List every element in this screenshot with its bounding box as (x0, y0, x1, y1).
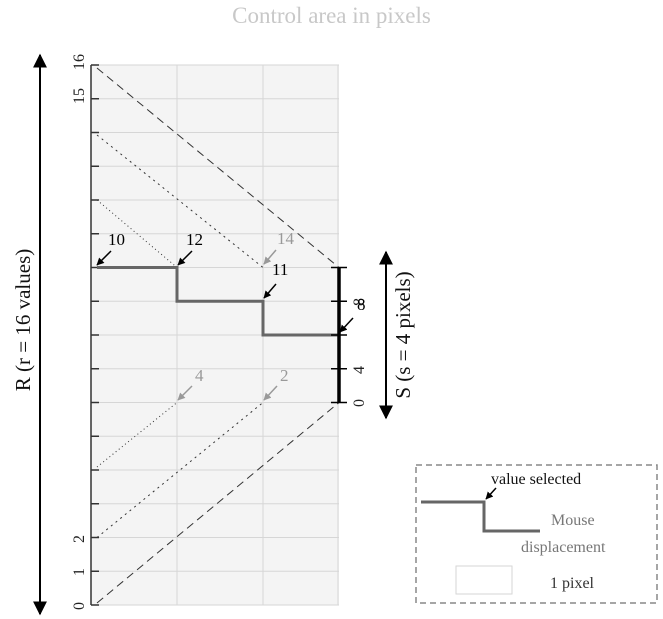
s-tick-label-0: 0 (351, 399, 368, 407)
r-tick-label-1: 1 (71, 568, 88, 576)
legend-mouse-label-line2: displacement (521, 539, 606, 556)
legend-mouse-label-line1: Mouse (551, 512, 595, 529)
r-axis-label: R (r = 16 values) (11, 249, 35, 391)
value-marker-2: 2 (263, 366, 289, 401)
value-marker-11: 11 (263, 260, 288, 299)
value-marker-8: 8 (339, 295, 366, 333)
r-tick-label-0: 0 (71, 602, 88, 610)
s-tick-label-8: 8 (351, 298, 368, 306)
value-marker-14: 14 (263, 229, 295, 265)
svg-text:4: 4 (195, 366, 204, 385)
r-tick-label-2: 2 (71, 535, 88, 543)
legend-mouse-path-sample (421, 500, 540, 533)
svg-text:8: 8 (357, 295, 366, 314)
s-tick-label-4: 4 (351, 366, 368, 374)
svg-text:14: 14 (277, 229, 295, 248)
s-axis-ticks (331, 266, 347, 404)
mouse-displacement-path (97, 266, 339, 337)
svg-text:10: 10 (108, 230, 125, 249)
legend-pixel-sample (455, 565, 513, 595)
legend-pixel-label: 1 pixel (550, 575, 595, 592)
svg-text:12: 12 (186, 230, 203, 249)
value-marker-12: 12 (177, 230, 203, 266)
r-tick-label-15: 15 (71, 88, 88, 104)
value-marker-10: 10 (96, 230, 125, 266)
r-tick-label-16: 16 (71, 54, 88, 70)
r-axis-ticks (91, 64, 99, 606)
value-marker-4: 4 (177, 366, 204, 401)
grid-horizontal-lines (91, 64, 339, 606)
legend-value-arrow (485, 487, 497, 500)
diagram-title: Control area in pixels (232, 3, 431, 28)
s-axis-label: S (s = 4 pixels) (391, 271, 415, 398)
legend-value-selected-label: value selected (491, 471, 581, 488)
diagonal-guides (96, 67, 340, 604)
svg-text:11: 11 (272, 260, 288, 279)
svg-text:2: 2 (280, 366, 289, 385)
